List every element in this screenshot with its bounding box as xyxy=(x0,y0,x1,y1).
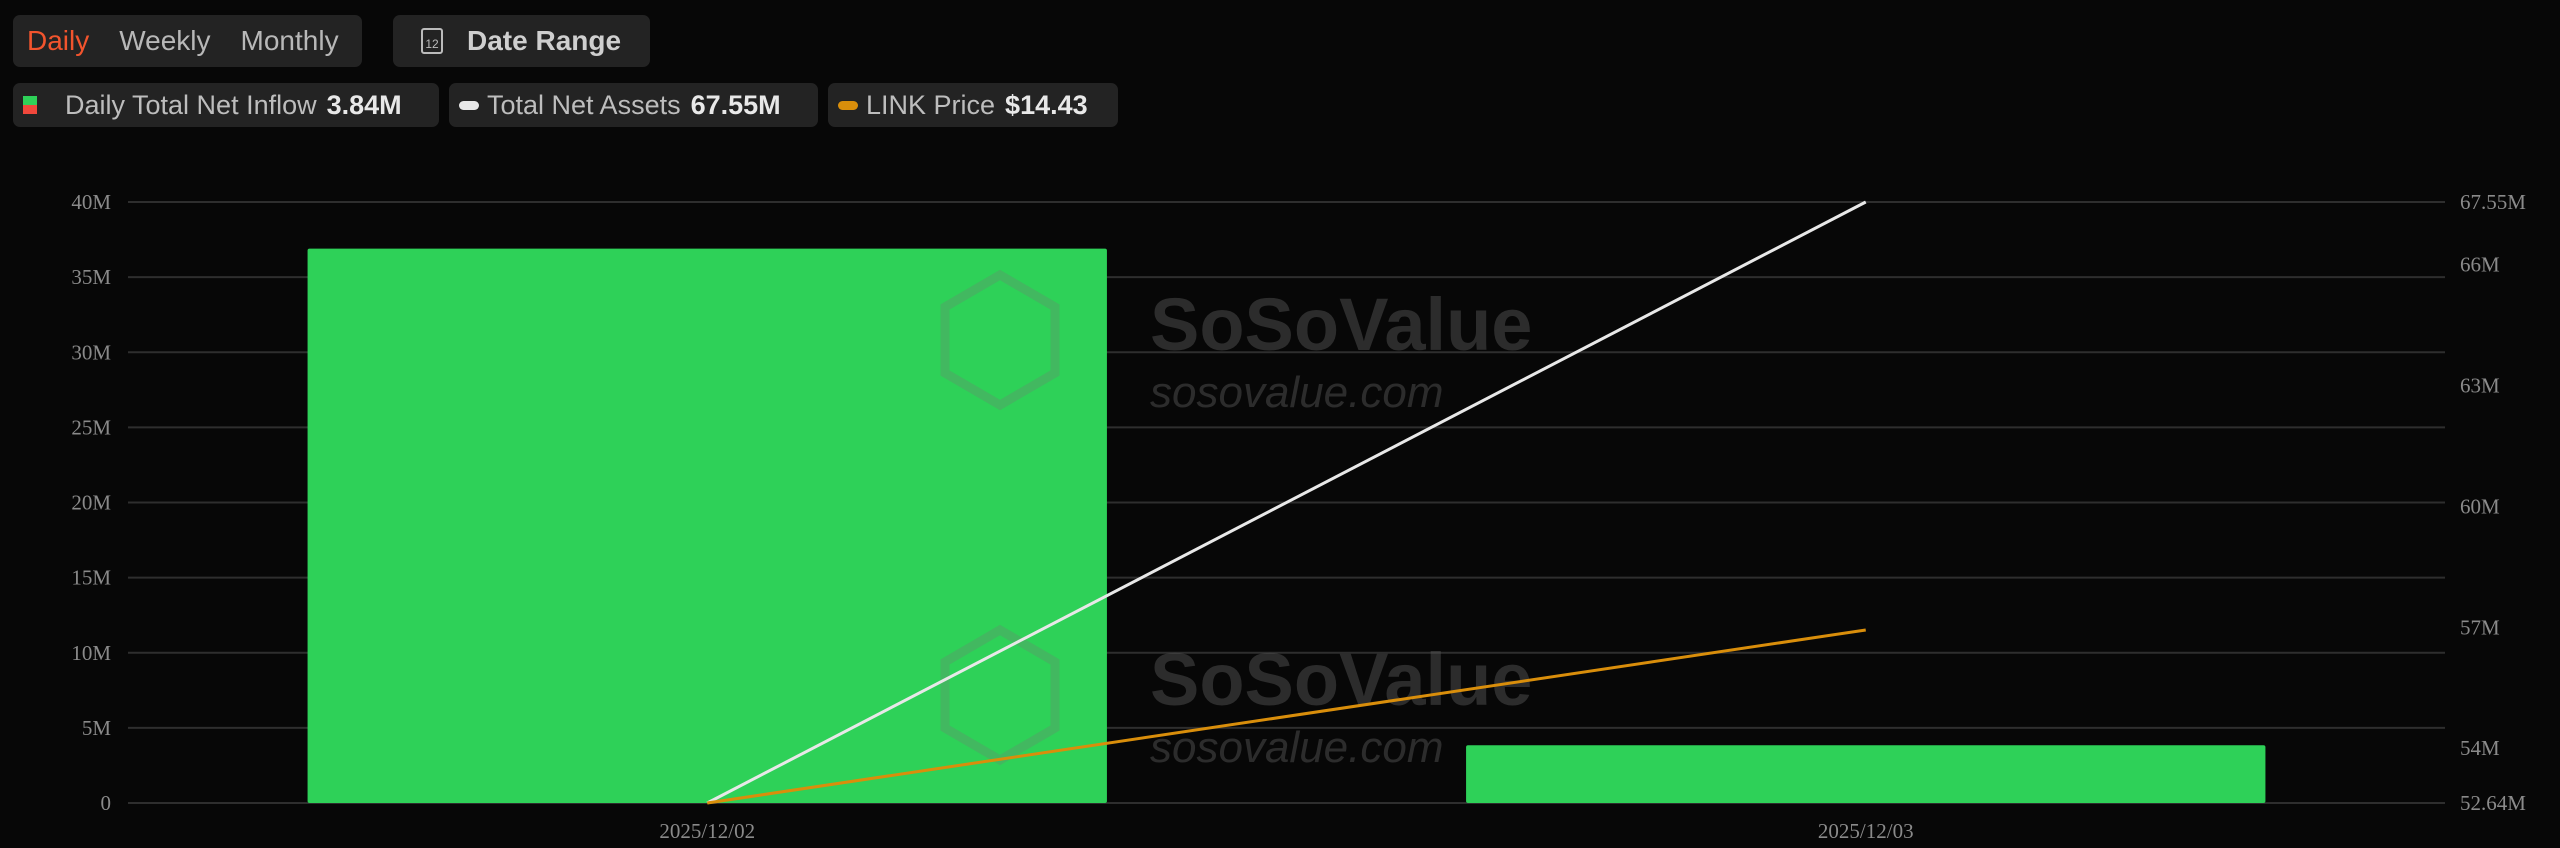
left-axis-tick: 5M xyxy=(82,716,112,740)
tab-weekly[interactable]: Weekly xyxy=(119,25,211,56)
legend-price-value: $14.43 xyxy=(1005,89,1088,120)
watermark-logo-icon xyxy=(940,269,1060,411)
legend-inflow-value: 3.84M xyxy=(326,89,402,120)
right-axis-tick: 63M xyxy=(2460,373,2500,397)
legend-assets-label: Total Net Assets xyxy=(487,89,681,120)
right-axis-tick: 57M xyxy=(2460,615,2500,639)
inflow-bar xyxy=(307,248,1107,803)
watermark-logo-icon xyxy=(940,624,1060,766)
left-axis-tick: 20M xyxy=(71,491,111,515)
watermark: SoSoValuesosovalue.comSoSoValuesosovalue… xyxy=(940,269,1532,772)
legend-assets[interactable]: Total Net Assets 67.55M xyxy=(449,83,818,127)
calendar-icon-day: 12 xyxy=(425,37,439,51)
legend-price-label: LINK Price xyxy=(866,89,996,120)
watermark-brand: SoSoValue xyxy=(1150,638,1532,721)
left-axis-tick: 10M xyxy=(71,641,111,665)
total-net-assets-line xyxy=(706,200,1867,805)
right-axis-tick: 66M xyxy=(2460,252,2500,276)
right-axis-tick: 60M xyxy=(2460,494,2500,518)
right-axis-tick: 54M xyxy=(2460,736,2500,760)
left-axis-tick: 0 xyxy=(101,791,112,815)
right-axis-tick: 52.64M xyxy=(2460,791,2526,815)
watermark-brand: SoSoValue xyxy=(1150,283,1532,366)
legend-assets-value: 67.55M xyxy=(690,89,781,120)
inflow-swatch-icon xyxy=(23,96,37,114)
date-range-button[interactable]: 12 Date Range xyxy=(393,15,650,67)
assets-swatch-icon xyxy=(459,100,479,110)
right-axis-tick: 67.55M xyxy=(2460,190,2526,214)
left-axis-tick: 15M xyxy=(71,566,111,590)
tab-monthly[interactable]: Monthly xyxy=(240,25,339,56)
calendar-icon: 12 xyxy=(421,28,443,54)
date-range-label: Date Range xyxy=(467,25,622,56)
x-axis-tick: 2025/12/02 xyxy=(659,819,755,843)
x-axis-tick: 2025/12/03 xyxy=(1818,819,1914,843)
inflow-bar xyxy=(1466,745,2266,803)
left-axis-tick: 30M xyxy=(71,340,111,364)
period-tabs: Daily Weekly Monthly xyxy=(13,15,362,67)
left-axis-tick: 40M xyxy=(71,190,111,214)
watermark-url: sosovalue.com xyxy=(1150,723,1443,772)
legend-inflow-label: Daily Total Net Inflow xyxy=(65,89,317,120)
watermark-url: sosovalue.com xyxy=(1150,368,1443,417)
legend-price[interactable]: LINK Price $14.43 xyxy=(828,83,1118,127)
left-axis-tick: 25M xyxy=(71,415,111,439)
legend-inflow[interactable]: Daily Total Net Inflow 3.84M xyxy=(13,83,439,127)
link-price-line xyxy=(707,628,1866,805)
price-swatch-icon xyxy=(838,100,858,110)
tab-daily[interactable]: Daily xyxy=(27,25,90,56)
left-axis-tick: 35M xyxy=(71,265,111,289)
